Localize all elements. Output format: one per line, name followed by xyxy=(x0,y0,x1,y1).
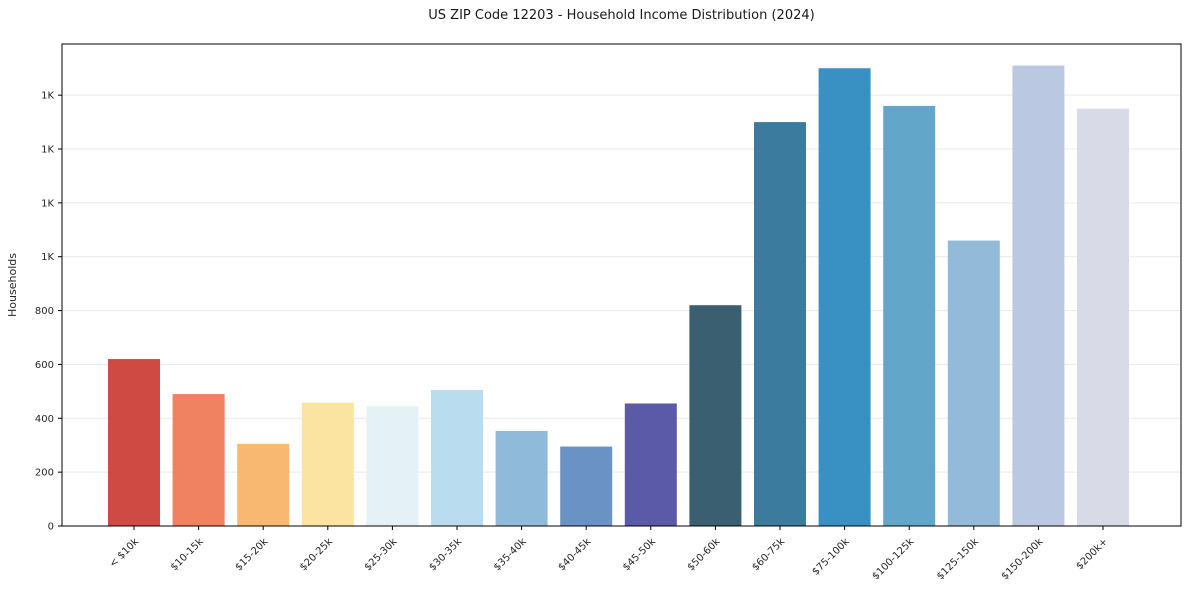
x-tick-label: $15-20k xyxy=(233,536,270,573)
y-tick-label: 1K xyxy=(41,198,54,209)
bar xyxy=(1077,108,1129,526)
x-tick-label: $60-75k xyxy=(750,536,787,573)
x-tick-label: $30-35k xyxy=(427,536,464,573)
y-tick-label: 200 xyxy=(35,468,54,479)
x-tick-label: $20-25k xyxy=(298,536,335,573)
y-axis-label: Households xyxy=(6,253,19,317)
bar xyxy=(689,305,742,526)
y-tick-label: 1K xyxy=(41,91,54,102)
y-tick-label: 800 xyxy=(35,306,54,317)
bar xyxy=(237,443,290,526)
x-tick-label: $45-50k xyxy=(621,536,658,573)
chart-title: US ZIP Code 12203 - Household Income Dis… xyxy=(428,8,815,23)
bar xyxy=(624,403,677,526)
y-tick-label: 1K xyxy=(41,145,54,156)
bar xyxy=(754,122,806,526)
bar xyxy=(1012,65,1065,526)
y-tick-label: 0 xyxy=(48,522,54,533)
x-tick-label: $125-150k xyxy=(935,536,981,582)
y-tick-label: 400 xyxy=(35,414,54,425)
x-tick-label: $25-30k xyxy=(363,536,400,573)
bar xyxy=(172,394,225,526)
bar xyxy=(431,390,483,526)
x-tick-label: $10-15k xyxy=(169,536,206,573)
bar xyxy=(883,105,936,527)
x-tick-label: $75-100k xyxy=(810,536,852,578)
y-tick-label: 600 xyxy=(35,360,54,371)
bar xyxy=(108,359,160,526)
bar xyxy=(366,406,419,526)
bar xyxy=(818,68,871,527)
bar xyxy=(495,430,548,526)
plot-frame xyxy=(61,43,1182,527)
x-tick-label: $100-125k xyxy=(870,536,916,582)
y-tick-label: 1K xyxy=(41,252,54,263)
bar xyxy=(560,446,613,526)
x-tick-label: $35-40k xyxy=(492,536,529,573)
x-tick-label: $200k+ xyxy=(1074,536,1110,572)
x-tick-label: $50-60k xyxy=(686,536,723,573)
x-tick-label: $40-45k xyxy=(556,536,593,573)
bar xyxy=(947,240,1000,527)
x-tick-label: < $10k xyxy=(108,536,142,570)
x-tick-label: $150-200k xyxy=(1000,536,1046,582)
bar xyxy=(301,402,354,526)
